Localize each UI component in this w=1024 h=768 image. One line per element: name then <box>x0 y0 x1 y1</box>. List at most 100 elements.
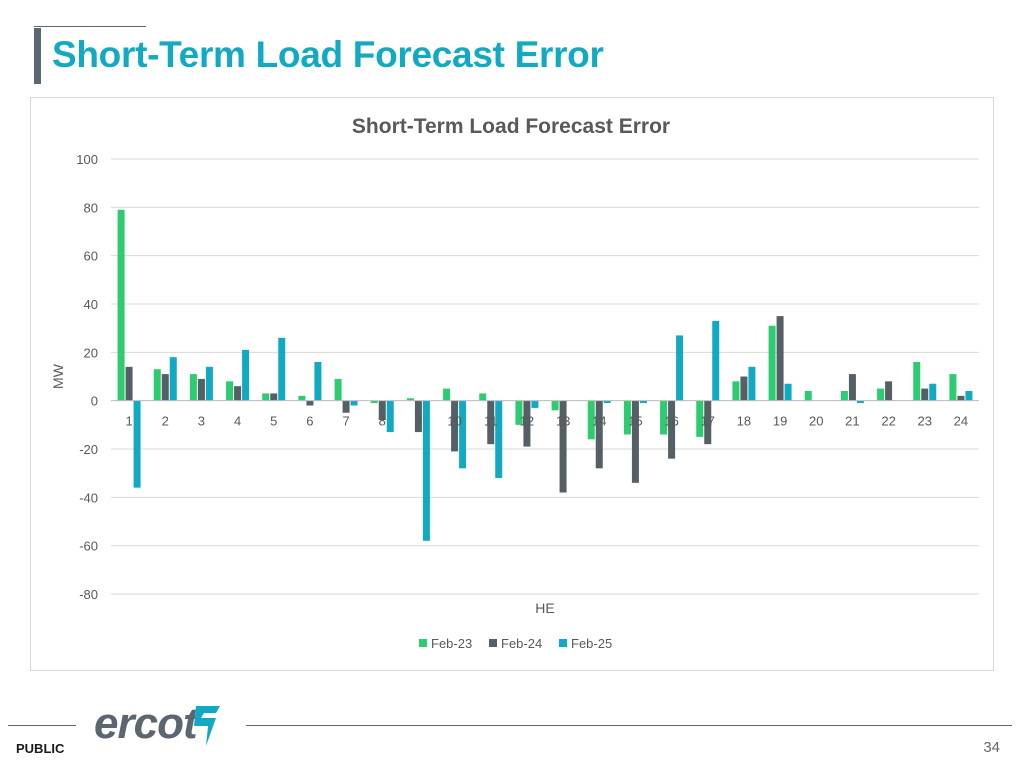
x-tick-label: 8 <box>379 414 386 429</box>
bar-feb-24 <box>704 400 712 445</box>
x-tick-label: 19 <box>773 414 787 429</box>
bar-feb-24 <box>125 366 133 401</box>
x-tick-label: 17 <box>701 414 715 429</box>
bar-feb-25 <box>603 400 611 404</box>
y-tick-label: -40 <box>79 490 98 505</box>
page-number: 34 <box>983 739 1000 756</box>
bar-feb-23 <box>877 388 885 401</box>
x-tick-label: 3 <box>198 414 205 429</box>
y-tick-label: 40 <box>84 297 98 312</box>
bar-feb-24 <box>378 400 386 420</box>
footer-classification: PUBLIC <box>16 741 65 756</box>
bar-feb-25 <box>495 400 503 478</box>
bar-feb-23 <box>804 391 812 401</box>
x-tick-label: 12 <box>520 414 534 429</box>
bar-feb-23 <box>262 393 270 401</box>
y-tick-label: 20 <box>84 345 98 360</box>
bar-feb-25 <box>639 400 647 404</box>
x-tick-label: 23 <box>918 414 932 429</box>
bar-feb-24 <box>848 374 856 401</box>
bar-feb-24 <box>523 400 531 447</box>
bar-feb-24 <box>668 400 676 459</box>
bar-feb-23 <box>949 374 957 401</box>
slide-title: Short-Term Load Forecast Error <box>52 34 604 75</box>
bar-feb-25 <box>784 383 792 401</box>
title-accent-bar <box>34 28 41 84</box>
bar-feb-24 <box>414 400 422 433</box>
legend-label: Feb-25 <box>571 636 612 651</box>
logo-wordmark: ercot <box>94 700 200 748</box>
bar-feb-24 <box>885 381 893 401</box>
bar-feb-25 <box>314 362 322 401</box>
y-tick-label: 80 <box>84 200 98 215</box>
bar-feb-24 <box>234 386 242 401</box>
y-tick-label: 60 <box>84 249 98 264</box>
bar-feb-23 <box>406 398 414 401</box>
y-tick-label: -80 <box>79 587 98 602</box>
logo-mark-icon <box>194 706 220 746</box>
bar-feb-25 <box>531 400 539 408</box>
bar-feb-24 <box>559 400 567 493</box>
x-tick-label: 20 <box>809 414 823 429</box>
bar-feb-24 <box>487 400 495 445</box>
bar-feb-25 <box>965 391 973 401</box>
bar-feb-25 <box>422 400 430 541</box>
bar-feb-24 <box>451 400 459 452</box>
bar-feb-23 <box>443 388 451 401</box>
bar-feb-24 <box>631 400 639 483</box>
bar-feb-23 <box>913 362 921 401</box>
bar-feb-25 <box>169 357 177 401</box>
bar-feb-23 <box>298 395 306 401</box>
x-tick-label: 5 <box>270 414 277 429</box>
bar-feb-25 <box>459 400 467 469</box>
bar-feb-24 <box>740 376 748 401</box>
bar-feb-23 <box>551 400 559 411</box>
bar-feb-24 <box>342 400 350 413</box>
x-tick-label: 24 <box>954 414 968 429</box>
bar-feb-23 <box>696 400 704 437</box>
x-tick-label: 11 <box>484 414 498 429</box>
bar-feb-23 <box>660 400 668 435</box>
ercot-logo: ercot <box>94 700 220 748</box>
bar-feb-25 <box>386 400 394 433</box>
bar-feb-24 <box>306 400 314 406</box>
bar-feb-25 <box>278 337 286 401</box>
bar-chart: Short-Term Load Forecast Error1008060402… <box>50 115 979 651</box>
x-tick-label: 15 <box>628 414 642 429</box>
x-tick-label: 14 <box>592 414 606 429</box>
bar-feb-24 <box>197 378 205 401</box>
bar-feb-25 <box>133 400 141 488</box>
bar-feb-23 <box>623 400 631 435</box>
bar-feb-23 <box>117 209 125 401</box>
bar-feb-23 <box>153 369 161 401</box>
legend-swatch <box>419 639 427 647</box>
bar-feb-25 <box>676 335 684 401</box>
legend-swatch <box>559 639 567 647</box>
y-tick-label: -60 <box>79 539 98 554</box>
x-tick-label: 10 <box>447 414 461 429</box>
bar-feb-23 <box>768 325 776 401</box>
bar-feb-23 <box>370 400 378 404</box>
bar-feb-25 <box>748 366 756 401</box>
bar-feb-25 <box>929 383 937 401</box>
bar-feb-23 <box>189 374 197 401</box>
chart-frame: Short-Term Load Forecast Error 100 80 60 40 2… <box>30 97 994 671</box>
bar-feb-23 <box>515 400 523 425</box>
x-tick-label: 18 <box>737 414 751 429</box>
bar-feb-24 <box>921 388 929 401</box>
bar-feb-25 <box>350 400 358 406</box>
x-tick-label: 2 <box>162 414 169 429</box>
bar-feb-24 <box>161 374 169 401</box>
x-tick-label: 7 <box>342 414 349 429</box>
y-tick-label: -20 <box>79 442 98 457</box>
y-axis-label: MW <box>50 363 66 389</box>
bar-feb-23 <box>334 378 342 401</box>
footer-rule-left <box>8 725 76 726</box>
bar-feb-25 <box>712 320 720 401</box>
bar-feb-23 <box>479 393 487 401</box>
bar-feb-23 <box>732 381 740 401</box>
x-tick-label: 1 <box>125 414 132 429</box>
y-tick-label: 0 <box>91 394 98 409</box>
bar-feb-24 <box>957 395 965 401</box>
bar-feb-24 <box>270 393 278 401</box>
